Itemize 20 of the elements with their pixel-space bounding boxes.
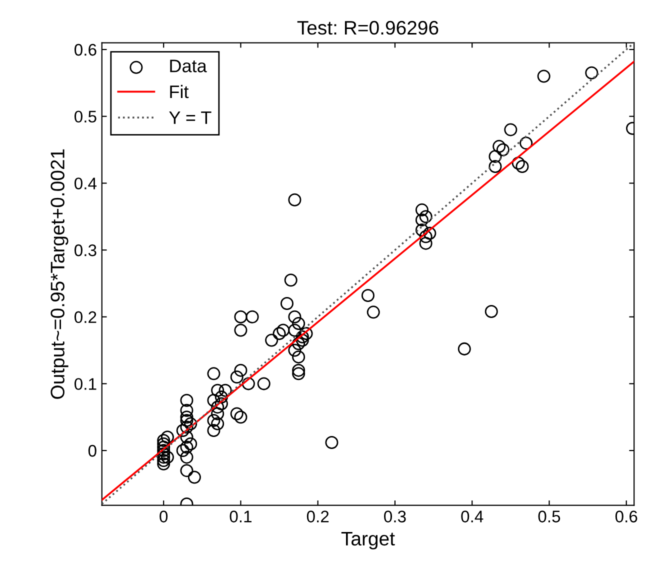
y-tick-label: 0.3	[74, 244, 96, 256]
y-axis-title: Output~=0.95*Target+0.0021	[50, 149, 68, 399]
y-tick-label: 0.6	[74, 44, 96, 56]
x-tick-label: 0.4	[461, 510, 484, 522]
legend-label: Y = T	[169, 111, 212, 124]
x-tick-label: 0.1	[230, 510, 252, 522]
y-tick-label: 0	[88, 444, 96, 457]
x-tick-label: 0.6	[615, 510, 638, 522]
x-tick-label: 0.3	[384, 510, 406, 522]
y-tick-label: 0.2	[74, 311, 96, 324]
x-tick-label: 0.5	[538, 510, 560, 522]
legend-label: Fit	[170, 84, 189, 98]
y-tick-label: 0.5	[74, 110, 96, 123]
x-tick-label: 0.2	[306, 510, 329, 522]
x-axis-title: Target	[341, 532, 395, 550]
chart-title: Test: R=0.96296	[297, 20, 438, 35]
y-tick-label: 0.4	[74, 178, 97, 190]
legend-label: Data	[170, 60, 207, 72]
y-tick-label: 0.1	[74, 378, 96, 390]
x-tick-label: 0	[160, 510, 168, 522]
